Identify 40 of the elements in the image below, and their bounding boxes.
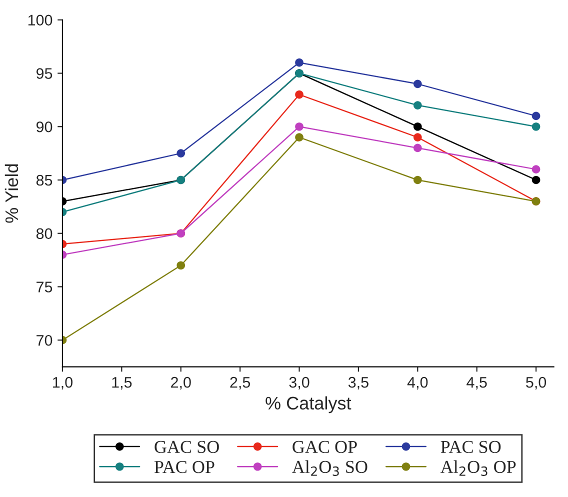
x-tick-label: 4,5 — [466, 377, 487, 390]
point — [295, 58, 304, 67]
y-axis-title: % Yield — [4, 164, 18, 223]
point — [295, 122, 304, 131]
x-tick-label: 3,0 — [289, 376, 310, 390]
legend-label: Al$_{2}$O$_{3}$ SO — [292, 460, 368, 476]
x-tick-label: 1,5 — [112, 377, 132, 390]
y-tick-label: 85 — [36, 174, 52, 186]
x-tick-label: 2,5 — [230, 376, 250, 390]
y-tick-label: 75 — [36, 282, 52, 292]
point — [413, 80, 422, 88]
y-tick-label: 70 — [36, 334, 52, 346]
point — [413, 101, 422, 110]
point — [413, 144, 422, 152]
legend-label: PAC SO — [440, 440, 501, 454]
point — [532, 176, 540, 184]
point — [176, 261, 186, 270]
point — [413, 133, 422, 142]
point — [413, 176, 422, 184]
y-tick-label: 80 — [36, 228, 52, 240]
y-tick-label: 95 — [36, 68, 52, 79]
point — [532, 122, 540, 131]
point — [176, 149, 186, 158]
x-tick-label: 1,0 — [53, 376, 72, 390]
point — [295, 133, 304, 142]
x-tick-label: 2,0 — [171, 376, 191, 390]
point — [532, 165, 540, 174]
point — [413, 122, 422, 131]
x-tick-label: 4,0 — [407, 376, 428, 390]
y-tick-label: 100 — [28, 14, 52, 26]
x-axis-title: % Catalyst — [266, 396, 352, 414]
legend-label: GAC SO — [154, 440, 219, 454]
x-tick-label: 5,0 — [526, 376, 546, 390]
legend-label: Al$_{2}$O$_{3}$ OP — [440, 460, 516, 476]
y-tick-label: 90 — [36, 121, 52, 132]
legend-label: GAC OP — [292, 440, 357, 454]
point — [532, 112, 540, 120]
point — [295, 90, 304, 99]
legend-label: PAC OP — [154, 460, 214, 474]
x-tick-label: 3,5 — [348, 376, 368, 390]
